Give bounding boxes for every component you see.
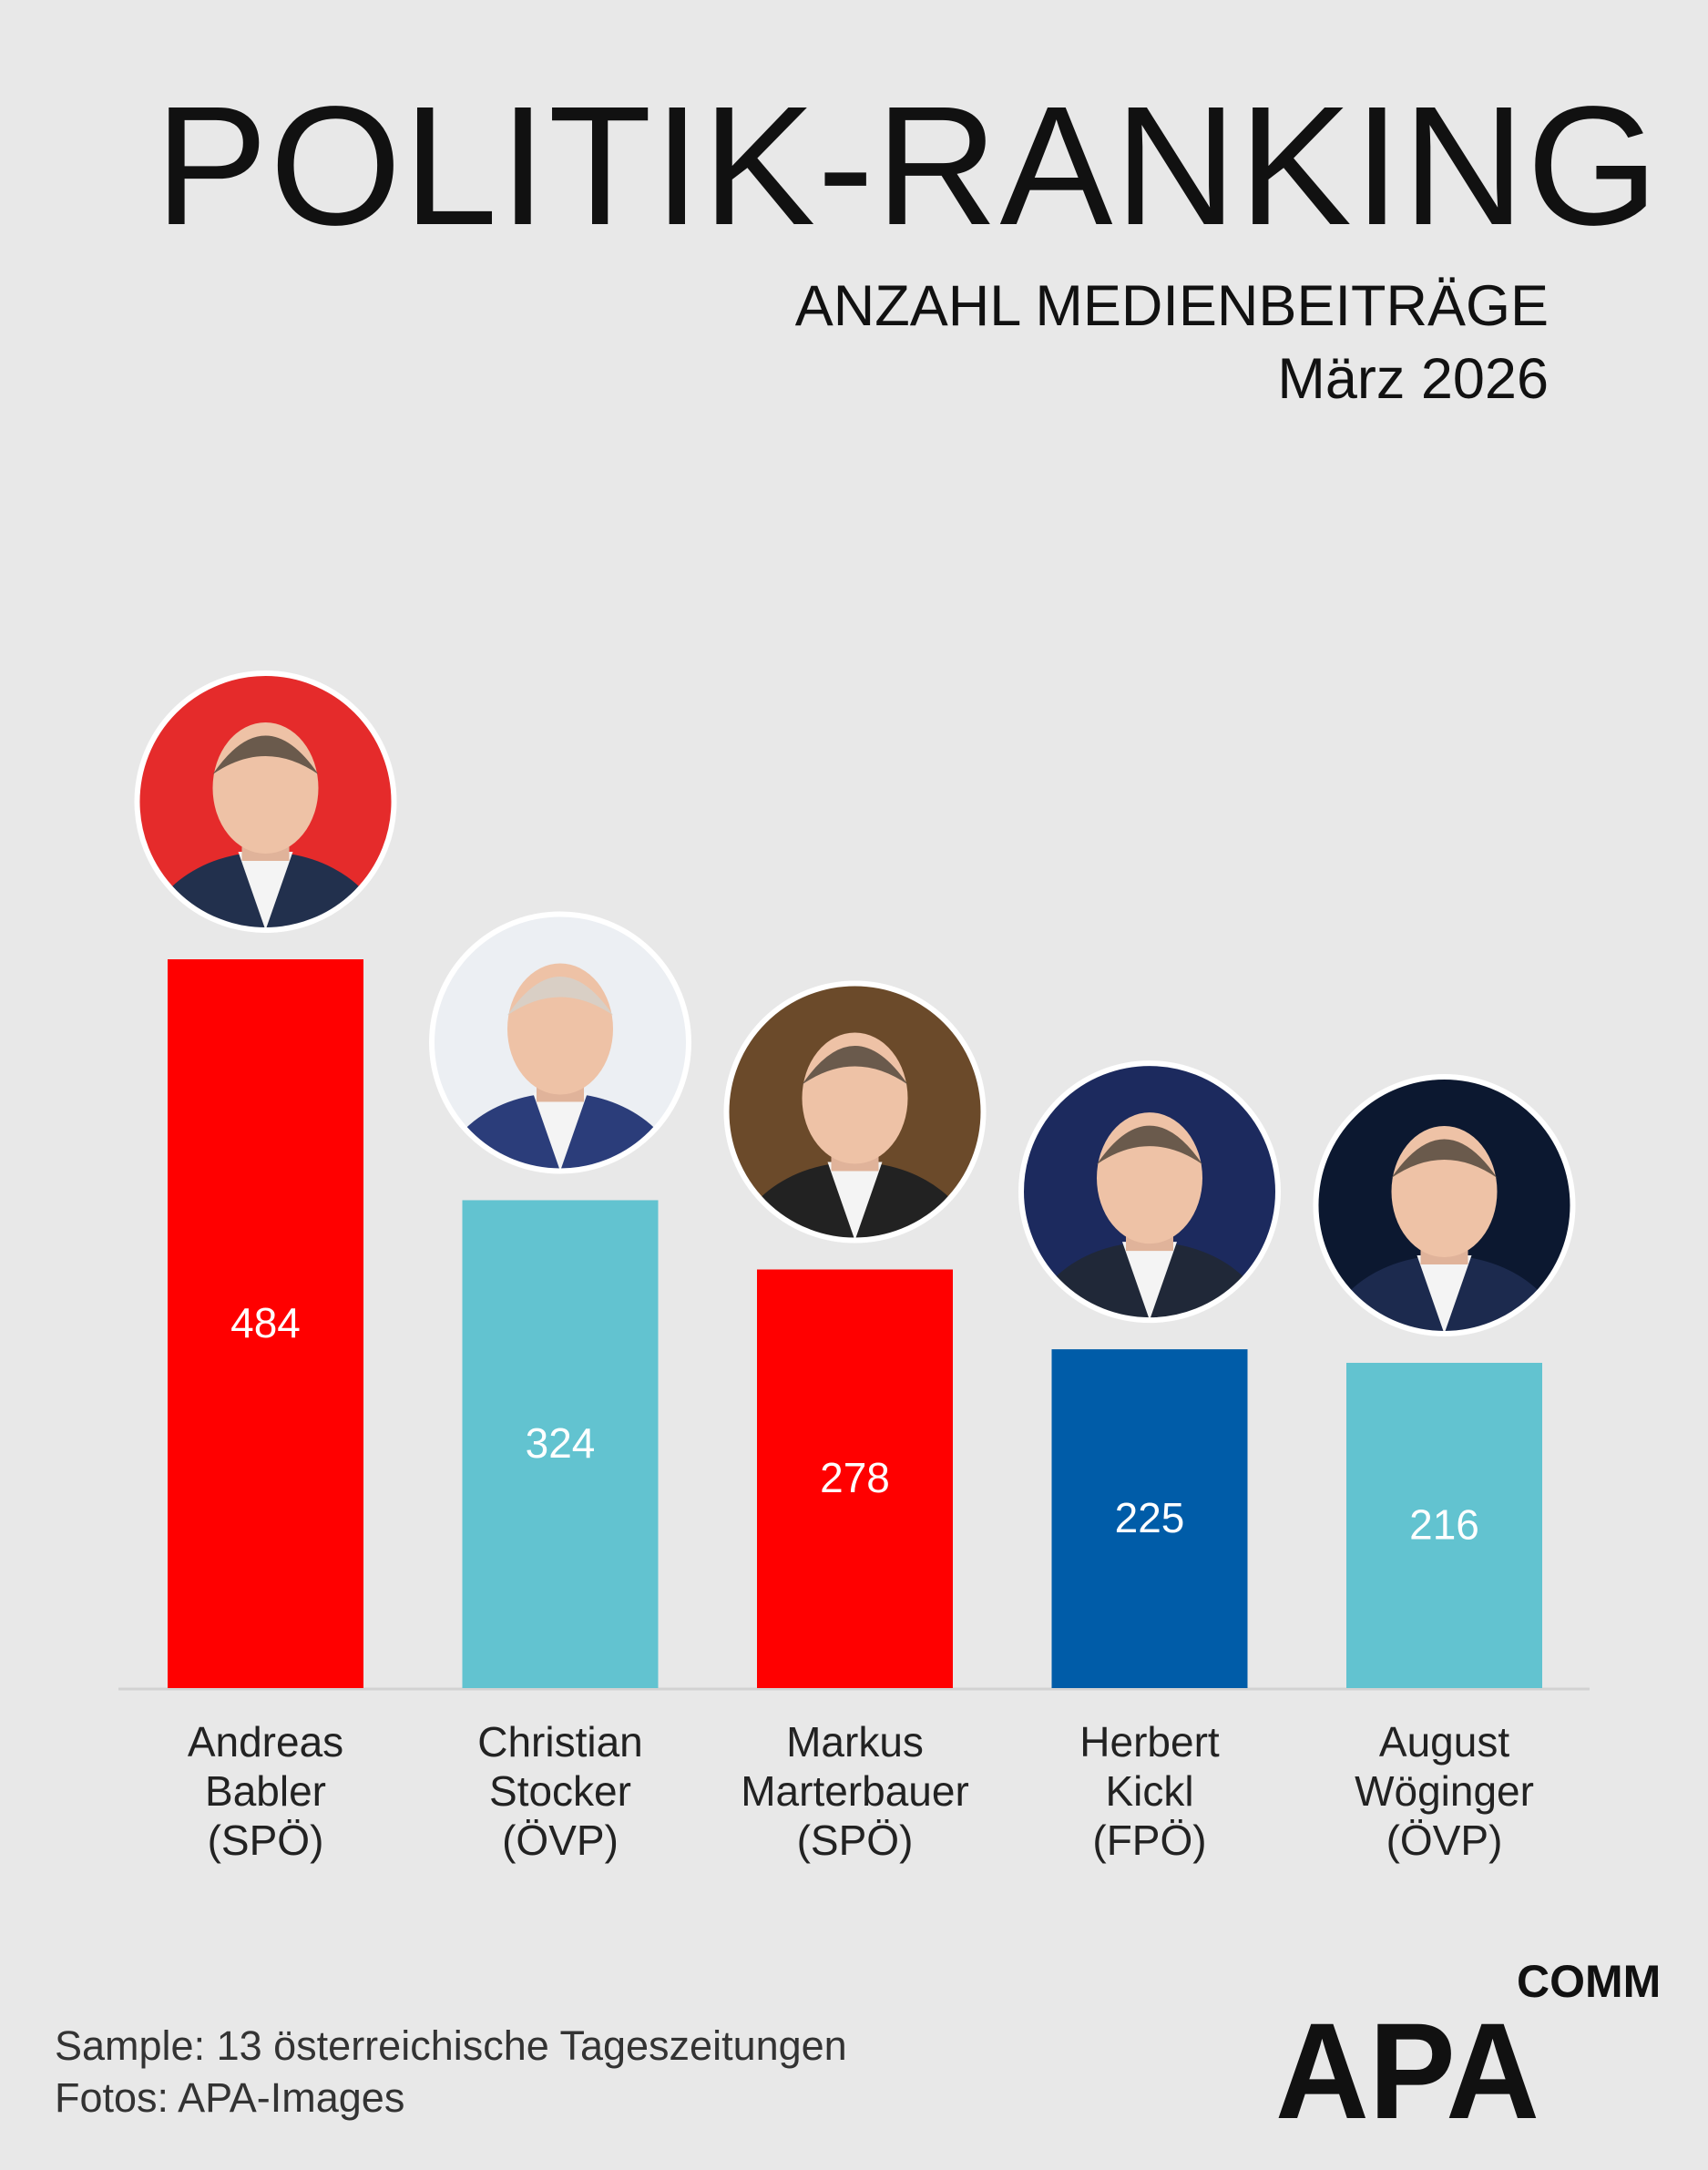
footer-photos: Fotos: APA-Images (55, 2074, 405, 2121)
portrait-andreas-babler (137, 673, 394, 930)
portrait-suit (438, 1092, 682, 1172)
portrait-frame (1018, 1060, 1281, 1324)
portrait-hair (1097, 1125, 1202, 1165)
category-label: Markus (786, 1718, 924, 1766)
category-label: Babler (205, 1767, 326, 1815)
bar (462, 1200, 659, 1688)
portrait-hair (1391, 1139, 1498, 1178)
page-title: POLITIK-RANKING (155, 72, 1661, 261)
bar (168, 959, 363, 1688)
portrait-markus-marterbauer (726, 983, 984, 1241)
category-label: (FPÖ) (1092, 1817, 1206, 1864)
portrait-frame (1313, 1073, 1576, 1336)
portrait-shirt (238, 852, 293, 930)
apa-comm-logo: COMM APA (1275, 1959, 1658, 2123)
footer: Sample: 13 österreichische Tageszeitunge… (55, 2020, 847, 2124)
bar-value-label: 216 (1409, 1500, 1479, 1548)
portrait-hair (212, 735, 319, 774)
bar-value-label: 324 (526, 1419, 596, 1467)
category-label: (SPÖ) (797, 1817, 914, 1864)
category-label: August (1379, 1718, 1509, 1766)
portrait-herbert-kickl (1021, 1063, 1278, 1321)
portrait-suit (732, 1162, 977, 1241)
logo-brand: APA (1275, 1994, 1539, 2123)
bar (757, 1269, 953, 1688)
portrait-suit (1322, 1255, 1567, 1334)
bar (1051, 1349, 1248, 1688)
category-label: Andreas (188, 1718, 343, 1766)
category-label: (ÖVP) (1386, 1817, 1503, 1864)
category-label: (SPÖ) (208, 1817, 324, 1864)
portrait-suit (143, 852, 388, 930)
portrait-shirt (533, 1092, 588, 1172)
portrait-suit (1028, 1242, 1272, 1321)
bar-value-label: 484 (230, 1299, 301, 1346)
category-label: Stocker (489, 1767, 631, 1815)
bar (1346, 1362, 1542, 1688)
portrait-frame (429, 911, 691, 1174)
portrait-frame (134, 670, 397, 933)
portrait-august-woeginger (1315, 1076, 1573, 1334)
logo-sub: COMM (1517, 1959, 1658, 2007)
portrait-christian-stocker (432, 914, 689, 1172)
subtitle-line-1: ANZAHL MEDIENBEITRÄGE (794, 274, 1549, 338)
subtitle-line-2: März 2026 (1277, 347, 1549, 411)
portrait-shirt (827, 1162, 883, 1241)
category-label: Wöginger (1355, 1767, 1534, 1815)
category-label: Kickl (1105, 1767, 1193, 1815)
bar-value-label: 278 (820, 1454, 890, 1501)
portrait-frame (723, 980, 987, 1244)
portrait-hair (507, 976, 613, 1016)
category-label: (ÖVP) (502, 1817, 619, 1864)
bar-value-label: 225 (1115, 1494, 1185, 1541)
portrait-shirt (1417, 1254, 1472, 1334)
footer-sample: Sample: 13 österreichische Tageszeitunge… (55, 2022, 847, 2069)
portrait-hair (802, 1045, 908, 1085)
category-label: Christian (477, 1718, 643, 1766)
subtitle: ANZAHL MEDIENBEITRÄGE März 2026 (795, 270, 1549, 415)
category-label: Herbert (1079, 1718, 1220, 1766)
category-label: Marterbauer (741, 1767, 969, 1815)
portrait-shirt (1122, 1242, 1177, 1321)
